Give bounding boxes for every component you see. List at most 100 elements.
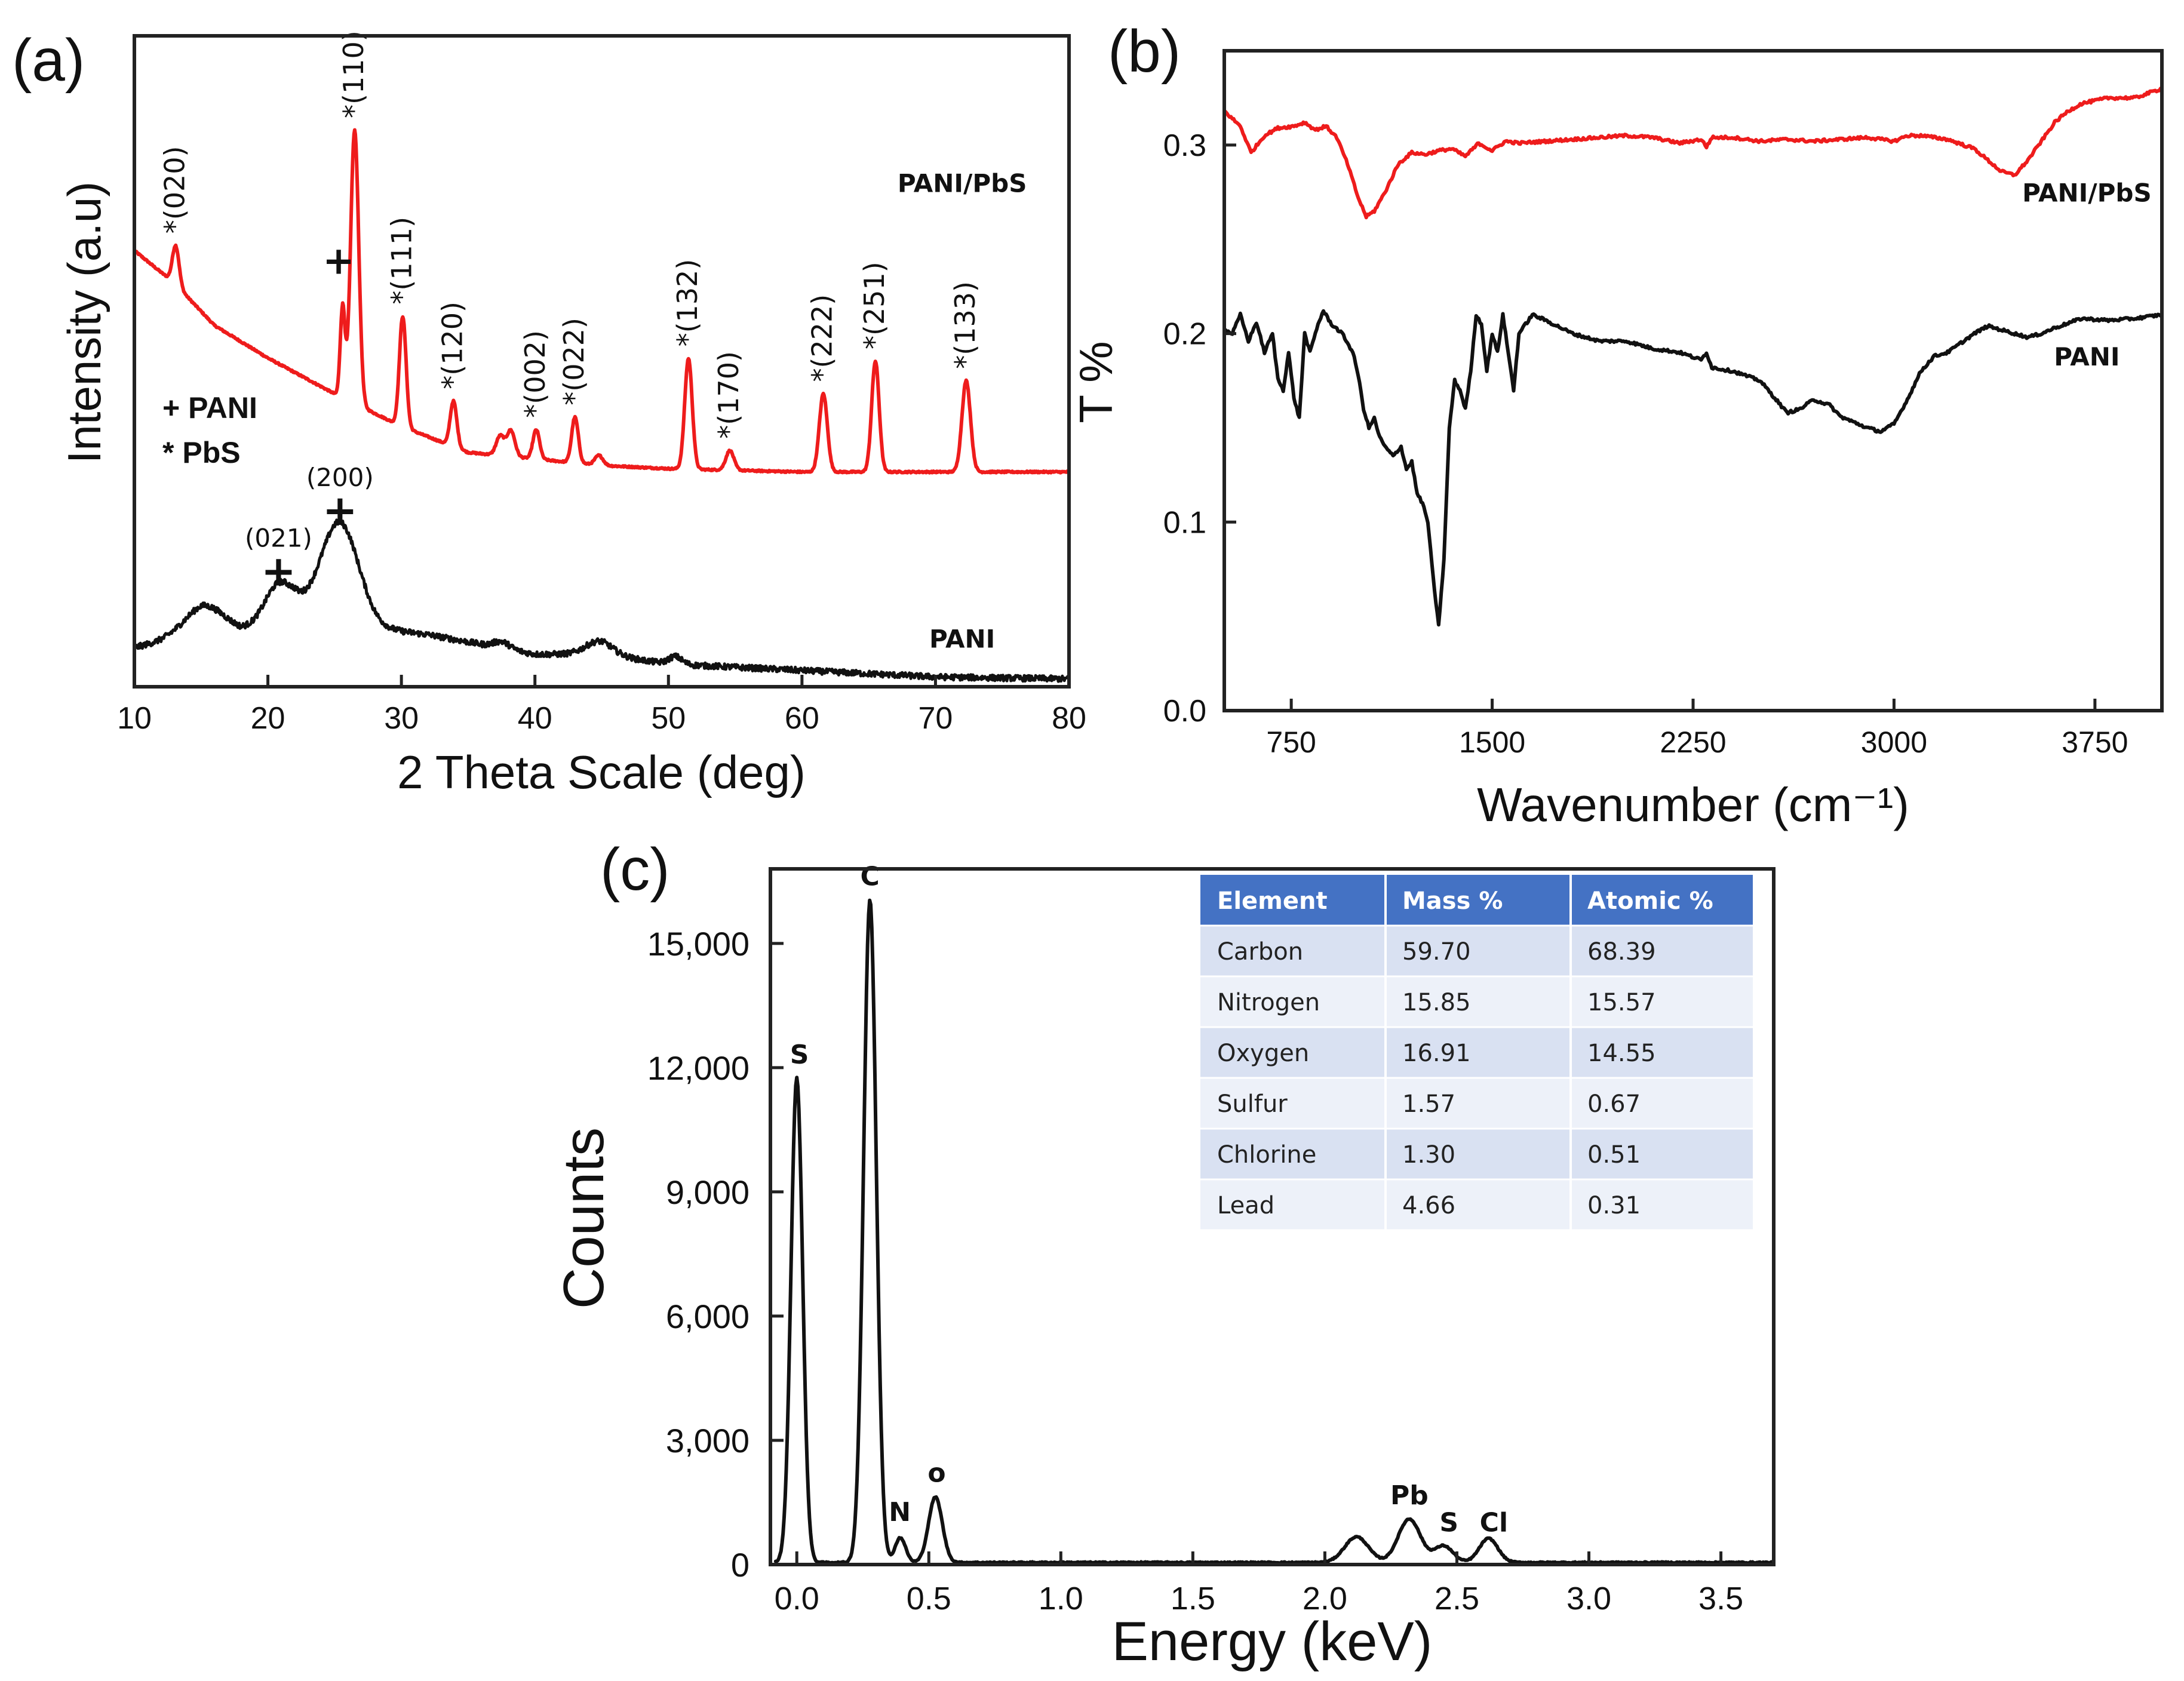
table-cell: 59.70 — [1402, 938, 1471, 966]
x-tick-label: 1.5 — [1171, 1581, 1215, 1617]
element-peak-label: Pb — [1390, 1480, 1429, 1511]
x-tick-label: 50 — [651, 701, 686, 736]
legend-pani-marker: + PANI — [162, 391, 257, 425]
hkl-label: *(133) — [949, 281, 981, 369]
series-label: PANI — [929, 625, 995, 654]
table-cell: 68.39 — [1587, 938, 1656, 966]
x-tick-label: 80 — [1052, 701, 1086, 736]
series-label: PANI/PbS — [898, 169, 1027, 198]
y-tick-label: 0.3 — [1163, 128, 1206, 163]
table-cell: 14.55 — [1587, 1040, 1656, 1067]
hkl-label-text: *(222) — [806, 294, 838, 382]
panel-b-annotations: PANI/PbS PANI — [2022, 179, 2152, 372]
hkl-label: *(120) — [436, 302, 468, 389]
hkl-label: *(170) — [712, 351, 745, 439]
hkl-label: *(110) — [337, 30, 370, 118]
table-row — [1200, 1129, 1753, 1179]
panel-a-plot-frame — [133, 34, 1071, 689]
table-cell: Oxygen — [1217, 1040, 1309, 1067]
table-row — [1200, 926, 1753, 976]
pani-hkl-label: (021) — [245, 523, 312, 552]
eds-spectrum-line — [773, 898, 1775, 1565]
table-cell: 0.51 — [1587, 1141, 1641, 1169]
ftir-series-line-pani-pbs — [1222, 87, 2164, 220]
element-peak-label: S — [790, 1040, 809, 1070]
x-tick-label: 3750 — [2062, 726, 2128, 759]
hkl-label: *(222) — [806, 294, 838, 382]
panel-b-x-axis-title: Wavenumber (cm⁻¹) — [1477, 778, 1909, 831]
panel-c-eds: (c) S C No Pb S Cl 0.0 0.5 1.0 1.5 2.0 2.5 3.0 3.5 0… — [552, 836, 1776, 1672]
panel-a-x-axis: 10 20 30 40 50 60 70 80 — [117, 675, 1086, 736]
hkl-label: *(020) — [158, 146, 191, 233]
table-row — [1200, 1078, 1753, 1129]
table-cell: Lead — [1217, 1192, 1274, 1219]
x-tick-label: 70 — [919, 701, 953, 736]
panel-c-plot-frame — [769, 867, 1776, 1566]
hkl-label-text: *(111) — [385, 217, 417, 305]
pani-peak-marker: + — [322, 486, 358, 535]
x-tick-label: 2.5 — [1435, 1581, 1479, 1617]
xrd-series-line-pani-pbs — [133, 128, 1071, 475]
composition-table: Element Mass % Atomic % Carbon 59.70 68.39 Nit… — [1200, 875, 1753, 1231]
pani-hkl-label: (200) — [306, 463, 374, 492]
element-peak-label: Cl — [1480, 1508, 1508, 1538]
x-tick-label: 3.5 — [1698, 1581, 1743, 1617]
panel-c-lines — [773, 898, 1775, 1565]
y-tick-label: 15,000 — [647, 925, 749, 963]
table-cell: Sulfur — [1217, 1090, 1288, 1118]
panel-a-xrd: (a) *(020) *(110) *(111) *(120) *(002) *(022)… — [12, 27, 1086, 798]
x-tick-label: 60 — [785, 701, 819, 736]
series-label: PANI — [2054, 342, 2120, 371]
panel-b-ftir: (b) PANI/PbS PANI 750 1500 2250 3000 3750 0.0… — [1070, 18, 2164, 831]
table-cell: Chlorine — [1217, 1141, 1316, 1169]
hkl-label: *(132) — [671, 259, 704, 347]
x-tick-label: 1.0 — [1039, 1581, 1083, 1617]
x-tick-label: 30 — [384, 701, 419, 736]
panel-a-lines — [133, 128, 1071, 683]
x-tick-label: 0.0 — [775, 1581, 819, 1617]
table-cell: 15.57 — [1587, 989, 1656, 1016]
x-tick-label: 3.0 — [1566, 1581, 1611, 1617]
panel-c-x-axis: 0.0 0.5 1.0 1.5 2.0 2.5 3.0 3.5 — [775, 1551, 1743, 1617]
y-tick-label: 0 — [731, 1546, 749, 1584]
y-tick-label: 0.0 — [1163, 694, 1206, 729]
y-tick-label: 0.1 — [1163, 505, 1206, 540]
series-label: PANI/PbS — [2022, 179, 2152, 208]
table-cell: 1.30 — [1402, 1141, 1455, 1169]
table-row — [1200, 976, 1753, 1027]
panel-c-annotations: S C No Pb S Cl — [790, 862, 1508, 1538]
x-tick-label: 2.0 — [1303, 1581, 1347, 1617]
panel-c-y-axis-title: Counts — [552, 1127, 616, 1309]
x-tick-label: 2250 — [1660, 726, 1726, 759]
x-tick-label: 20 — [251, 701, 285, 736]
y-tick-label: 12,000 — [647, 1049, 749, 1087]
table-cell: 4.66 — [1402, 1192, 1455, 1219]
x-tick-label: 1500 — [1459, 726, 1525, 759]
panel-a-y-axis-title: Intensity (a.u) — [58, 182, 110, 464]
table-header-cell: Atomic % — [1587, 887, 1713, 915]
hkl-label-text: *(022) — [558, 318, 590, 405]
table-row — [1200, 1027, 1753, 1078]
hkl-label-text: *(133) — [949, 281, 981, 369]
ftir-series-line-pani — [1222, 309, 2164, 627]
x-tick-label: 750 — [1266, 726, 1316, 759]
table-cell: Nitrogen — [1217, 989, 1320, 1016]
hkl-label-text: *(132) — [671, 259, 704, 347]
table-header-cell: Element — [1217, 887, 1328, 915]
panel-b-x-axis: 750 1500 2250 3000 3750 — [1266, 699, 2128, 759]
y-tick-label: 6,000 — [666, 1298, 749, 1335]
x-tick-label: 3000 — [1861, 726, 1927, 759]
xrd-series-line-pani — [133, 518, 1071, 683]
hkl-label: *(022) — [558, 318, 590, 405]
hkl-label: *(111) — [385, 217, 417, 305]
element-peak-label: o — [927, 1458, 945, 1488]
hkl-label-text: *(002) — [519, 330, 551, 418]
panel-c-y-axis: 0 3,000 6,000 9,000 12,000 15,000 — [647, 925, 784, 1584]
legend-pbs-marker: * PbS — [162, 436, 241, 469]
hkl-label-text: *(251) — [858, 262, 890, 349]
panel-b-y-axis-title: T % — [1070, 341, 1122, 423]
hkl-label-text: *(170) — [712, 351, 745, 439]
pani-peak-marker: + — [322, 239, 355, 283]
table-cell: Carbon — [1217, 938, 1303, 966]
